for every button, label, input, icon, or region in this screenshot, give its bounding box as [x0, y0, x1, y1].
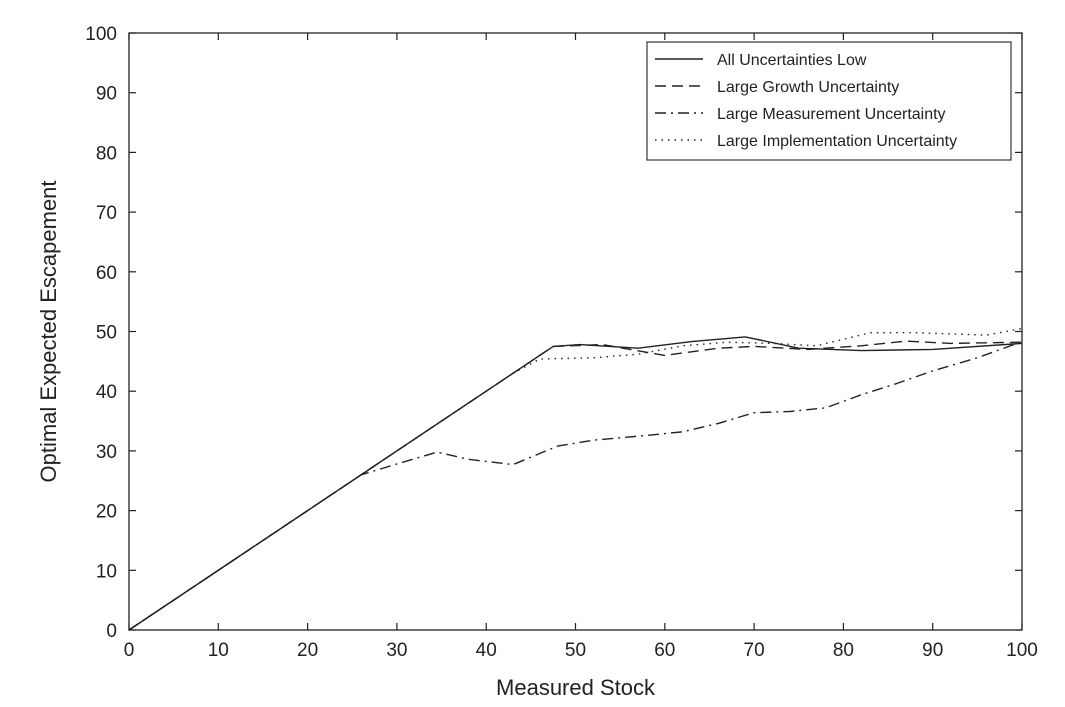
- legend-label-0: All Uncertainties Low: [717, 52, 867, 69]
- y-tick-label: 70: [96, 203, 117, 224]
- y-tick-label: 20: [96, 502, 117, 523]
- x-tick-label: 70: [744, 640, 765, 661]
- x-tick-label: 60: [654, 640, 675, 661]
- x-tick-label: 80: [833, 640, 854, 661]
- x-tick-label: 30: [386, 640, 407, 661]
- x-axis-title: Measured Stock: [496, 675, 656, 700]
- legend-label-3: Large Implementation Uncertainty: [717, 133, 957, 150]
- series-line-2: [128, 340, 1023, 631]
- x-tick-label: 100: [1006, 640, 1038, 661]
- series-line-3: [128, 327, 1023, 631]
- y-tick-label: 0: [106, 621, 117, 642]
- y-tick-label: 90: [96, 84, 117, 105]
- y-tick-label: 50: [96, 323, 117, 344]
- x-tick-label: 90: [922, 640, 943, 661]
- x-tick-label: 20: [297, 640, 318, 661]
- y-axis-title: Optimal Expected Escapement: [36, 180, 61, 482]
- y-tick-label: 10: [96, 561, 117, 582]
- series-line-1: [128, 340, 1023, 631]
- legend-box: [646, 41, 1012, 161]
- y-tick-label: 60: [96, 263, 117, 284]
- legend-label-2: Large Measurement Uncertainty: [717, 106, 946, 123]
- y-tick-label: 80: [96, 143, 117, 164]
- y-tick-label: 100: [85, 24, 117, 45]
- y-tick-label: 40: [96, 382, 117, 403]
- legend-label-1: Large Growth Uncertainty: [717, 79, 899, 96]
- y-tick-label: 30: [96, 442, 117, 463]
- series-line-0: [128, 336, 1023, 631]
- x-tick-label: 10: [208, 640, 229, 661]
- x-tick-label: 50: [565, 640, 586, 661]
- x-tick-label: 0: [124, 640, 135, 661]
- x-tick-label: 40: [476, 640, 497, 661]
